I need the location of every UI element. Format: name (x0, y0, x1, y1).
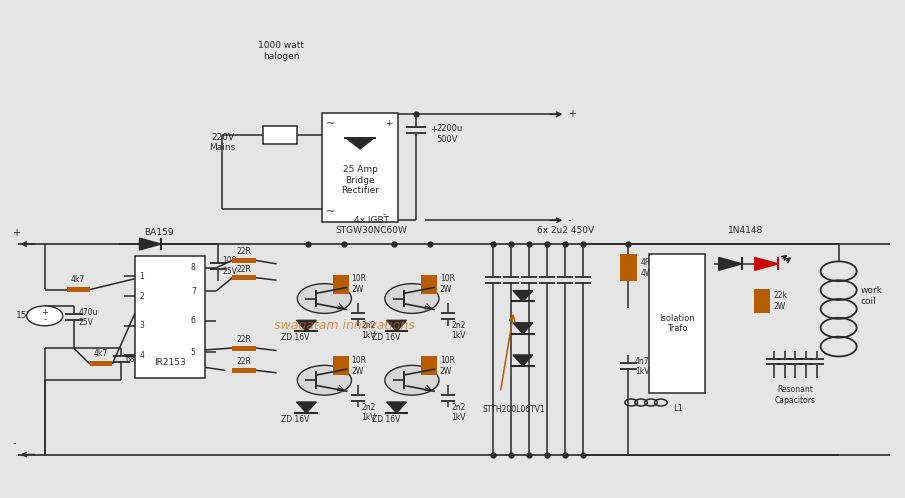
Text: 6x 2u2 450V: 6x 2u2 450V (537, 226, 594, 235)
Text: 2n2
1kV: 2n2 1kV (361, 402, 376, 422)
Polygon shape (719, 257, 742, 270)
Text: 25 Amp
Bridge
Rectifier: 25 Amp Bridge Rectifier (341, 165, 379, 195)
Polygon shape (386, 320, 406, 331)
Text: ZD 16V: ZD 16V (281, 333, 310, 342)
Text: Resonant
Capacitors: Resonant Capacitors (775, 385, 815, 404)
Text: ZD 16V: ZD 16V (372, 333, 400, 342)
Text: 22R: 22R (236, 248, 252, 256)
Circle shape (298, 366, 351, 395)
Text: swagatam innovations: swagatam innovations (274, 319, 414, 332)
Text: 1: 1 (139, 272, 144, 281)
Text: -: - (383, 210, 386, 219)
Text: ZD 16V: ZD 16V (372, 415, 400, 424)
Text: +: + (568, 109, 576, 120)
Text: 4n7
1kV: 4n7 1kV (634, 357, 650, 376)
Text: 10R
2W: 10R 2W (351, 356, 367, 375)
Text: BA159: BA159 (145, 228, 174, 237)
Text: -: - (12, 439, 15, 449)
Text: ~: ~ (326, 207, 336, 217)
Text: 2: 2 (139, 291, 144, 301)
Bar (233, 368, 256, 373)
Text: +: + (12, 228, 20, 238)
Text: work
coil: work coil (861, 286, 882, 306)
Text: 22R: 22R (236, 265, 252, 274)
Bar (233, 258, 256, 263)
Bar (754, 289, 770, 313)
Text: 22R: 22R (236, 358, 252, 367)
Bar (321, 113, 398, 222)
Text: 2200u
500V: 2200u 500V (436, 124, 462, 144)
Polygon shape (297, 320, 316, 331)
Bar (90, 361, 112, 367)
Text: +: + (430, 124, 437, 133)
Circle shape (26, 306, 62, 326)
Bar (263, 126, 298, 144)
Text: 100n
25V: 100n 25V (223, 256, 242, 275)
Text: 10R
2W: 10R 2W (440, 274, 455, 294)
Text: 220V
Mains: 220V Mains (209, 133, 235, 152)
Circle shape (298, 284, 351, 313)
Text: 4R7
4W: 4R7 4W (640, 258, 655, 277)
Bar (332, 357, 348, 375)
Bar (135, 256, 205, 378)
Bar (620, 254, 636, 281)
Circle shape (385, 284, 439, 313)
Text: 4: 4 (139, 351, 144, 360)
Text: STTH200L06TV1: STTH200L06TV1 (482, 405, 545, 414)
Text: IR2153: IR2153 (154, 358, 186, 367)
Polygon shape (513, 323, 533, 334)
Text: 470u
25V: 470u 25V (79, 308, 99, 327)
Text: 10R
2W: 10R 2W (440, 356, 455, 375)
Text: ZD 16V: ZD 16V (281, 415, 310, 424)
Circle shape (385, 366, 439, 395)
Text: 2n2
1kV: 2n2 1kV (361, 321, 376, 340)
Bar (421, 357, 437, 375)
Text: 6: 6 (191, 316, 195, 325)
Text: 3: 3 (139, 321, 144, 330)
Polygon shape (139, 238, 161, 250)
Text: +: + (385, 119, 393, 128)
Text: 8: 8 (191, 263, 195, 272)
Text: 4x IGBT
STGW30NC60W: 4x IGBT STGW30NC60W (336, 216, 407, 235)
Text: 1000 watt
halogen: 1000 watt halogen (258, 41, 304, 61)
Text: 2n2
1kV: 2n2 1kV (452, 321, 466, 340)
Text: -: - (43, 315, 46, 324)
Polygon shape (346, 138, 375, 149)
Polygon shape (513, 291, 533, 301)
Text: 22k
2W: 22k 2W (774, 291, 787, 311)
Text: Isolation
Trafo: Isolation Trafo (660, 314, 695, 333)
Bar (233, 346, 256, 351)
Text: 5: 5 (191, 348, 195, 357)
Text: +: + (42, 308, 48, 317)
Text: 2n2
1kV: 2n2 1kV (452, 402, 466, 422)
Text: 680p: 680p (126, 355, 146, 364)
Text: 22R: 22R (236, 335, 252, 344)
Text: 4k7: 4k7 (71, 275, 85, 284)
Text: 4k7: 4k7 (93, 350, 108, 359)
Bar (649, 254, 705, 392)
Text: 15V: 15V (16, 311, 33, 320)
Text: -: - (568, 215, 571, 225)
Polygon shape (755, 257, 778, 270)
Text: L1: L1 (673, 404, 683, 413)
Text: 7: 7 (191, 286, 195, 296)
Text: ~: ~ (326, 119, 336, 128)
Bar (421, 275, 437, 293)
Bar (233, 275, 256, 280)
Text: 10R
2W: 10R 2W (351, 274, 367, 294)
Bar (67, 287, 90, 292)
Polygon shape (513, 355, 533, 366)
Text: 1N4148: 1N4148 (729, 226, 763, 235)
Polygon shape (297, 402, 316, 413)
Polygon shape (386, 402, 406, 413)
Bar (332, 275, 348, 293)
